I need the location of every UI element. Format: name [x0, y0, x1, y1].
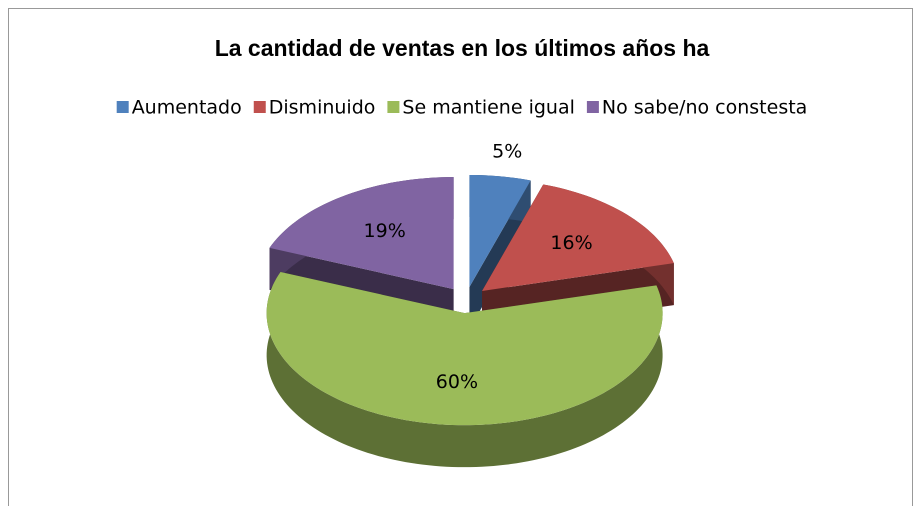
chart-title: La cantidad de ventas en los últimos año…	[215, 35, 710, 61]
legend-label: No sabe/no constesta	[602, 97, 807, 119]
slice	[266, 271, 663, 426]
data-label: 60%	[436, 371, 478, 393]
slice	[269, 177, 454, 290]
pie: 5% 16% 60% 19%	[266, 141, 674, 468]
data-label: 5%	[492, 141, 522, 163]
chart-border	[8, 8, 913, 506]
legend-swatch	[387, 101, 400, 113]
legend-item: No sabe/no constesta	[586, 97, 807, 119]
legend: Aumentado Disminuido Se mantiene igual No s…	[116, 97, 807, 119]
slice	[469, 174, 531, 287]
slice-side	[266, 271, 663, 468]
data-label: 19%	[364, 220, 406, 242]
legend-label: Se mantiene igual	[402, 97, 574, 119]
legend-item: Aumentado	[116, 97, 242, 119]
legend-label: Disminuido	[269, 97, 376, 119]
slice	[482, 184, 674, 291]
legend-label: Aumentado	[132, 97, 242, 119]
legend-swatch	[116, 101, 129, 113]
legend-item: Disminuido	[253, 97, 376, 119]
legend-item: Se mantiene igual	[387, 97, 575, 119]
legend-swatch	[586, 101, 599, 113]
data-label: 16%	[550, 232, 592, 254]
legend-swatch	[253, 101, 266, 113]
